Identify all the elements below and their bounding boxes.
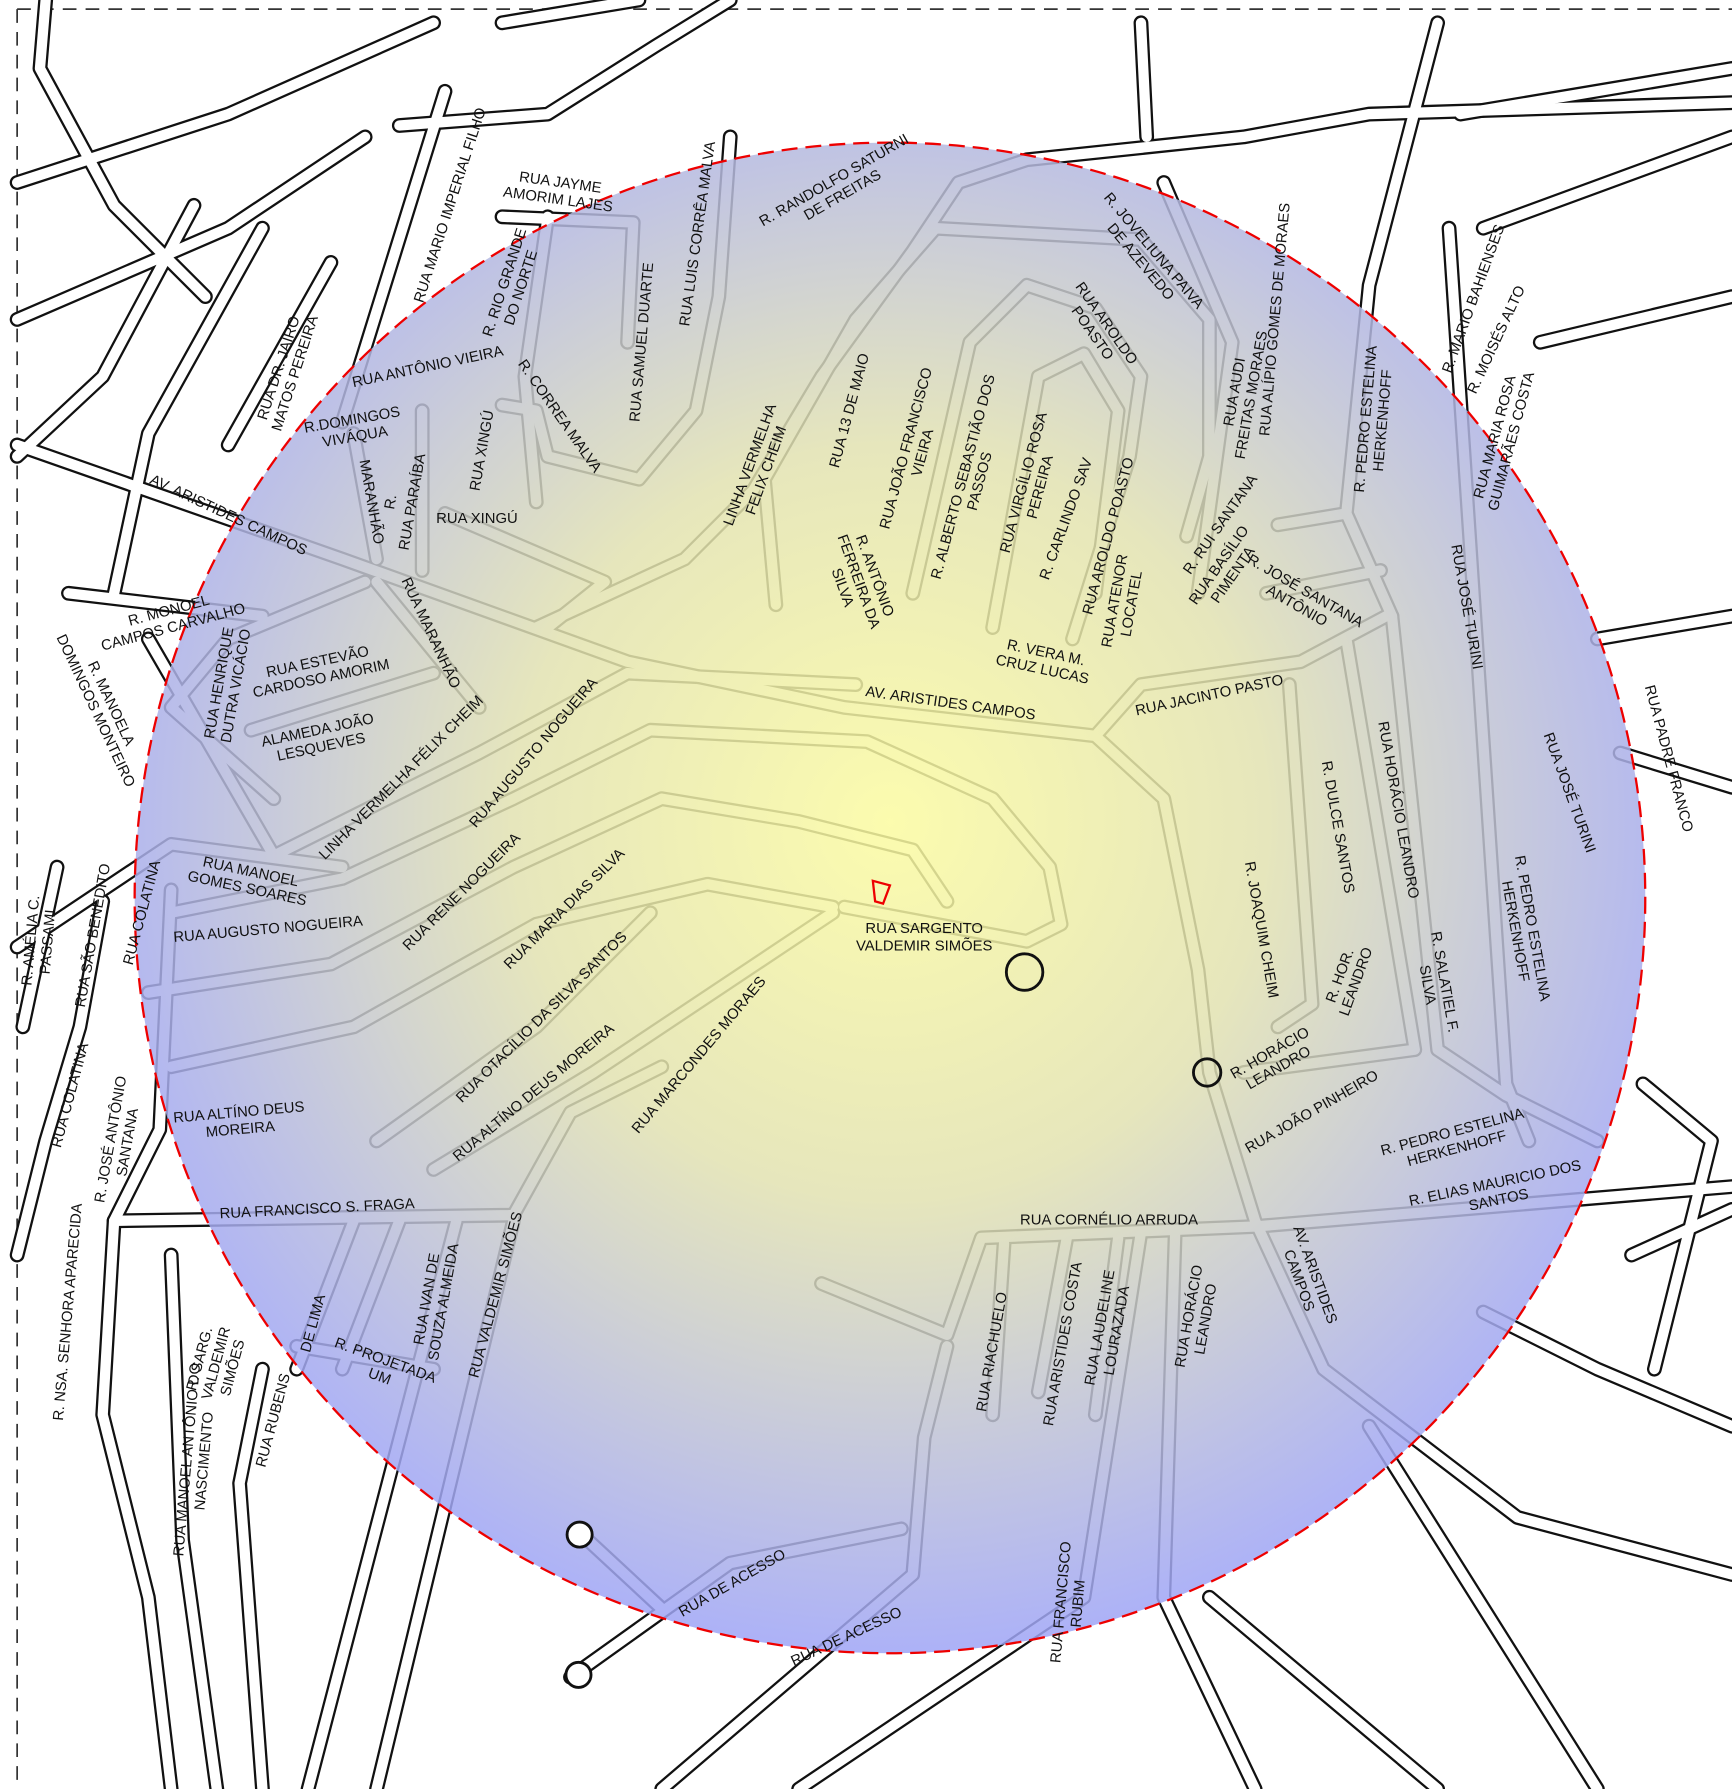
street-label: R. NSA. SENHORA APARECIDA xyxy=(51,1203,86,1422)
street-label: R. xyxy=(382,493,400,510)
street-label: RUA XINGÚ xyxy=(436,510,518,527)
street-label: RUA CORNÉLIO ARRUDA xyxy=(1020,1212,1198,1229)
street-name: UM xyxy=(366,1366,393,1389)
cul-de-sac xyxy=(1004,952,1045,992)
street-name: R. xyxy=(382,493,400,510)
street-name: DOMINGOS MONTEIRO xyxy=(53,632,138,790)
street-name: VALDEMIR SIMÕES xyxy=(856,937,993,954)
cul-de-sac xyxy=(565,1520,594,1549)
street-name: MOREIRA xyxy=(205,1119,275,1141)
site-marker xyxy=(871,879,892,906)
radius-circle xyxy=(133,141,1647,1655)
street-name: PASSAMI xyxy=(38,909,60,975)
street-name: RUA XINGÚ xyxy=(436,510,518,527)
cul-de-sac xyxy=(564,1660,593,1689)
street-name: RUBIM xyxy=(1069,1579,1089,1628)
street-name: RUA CORNÉLIO ARRUDA xyxy=(1020,1212,1198,1229)
street-name: RUA SARGENTO xyxy=(865,921,983,937)
street-name: SILVA xyxy=(1416,964,1439,1006)
street-name: R. NSA. SENHORA APARECIDA xyxy=(51,1203,86,1422)
roundabout xyxy=(1192,1057,1223,1088)
